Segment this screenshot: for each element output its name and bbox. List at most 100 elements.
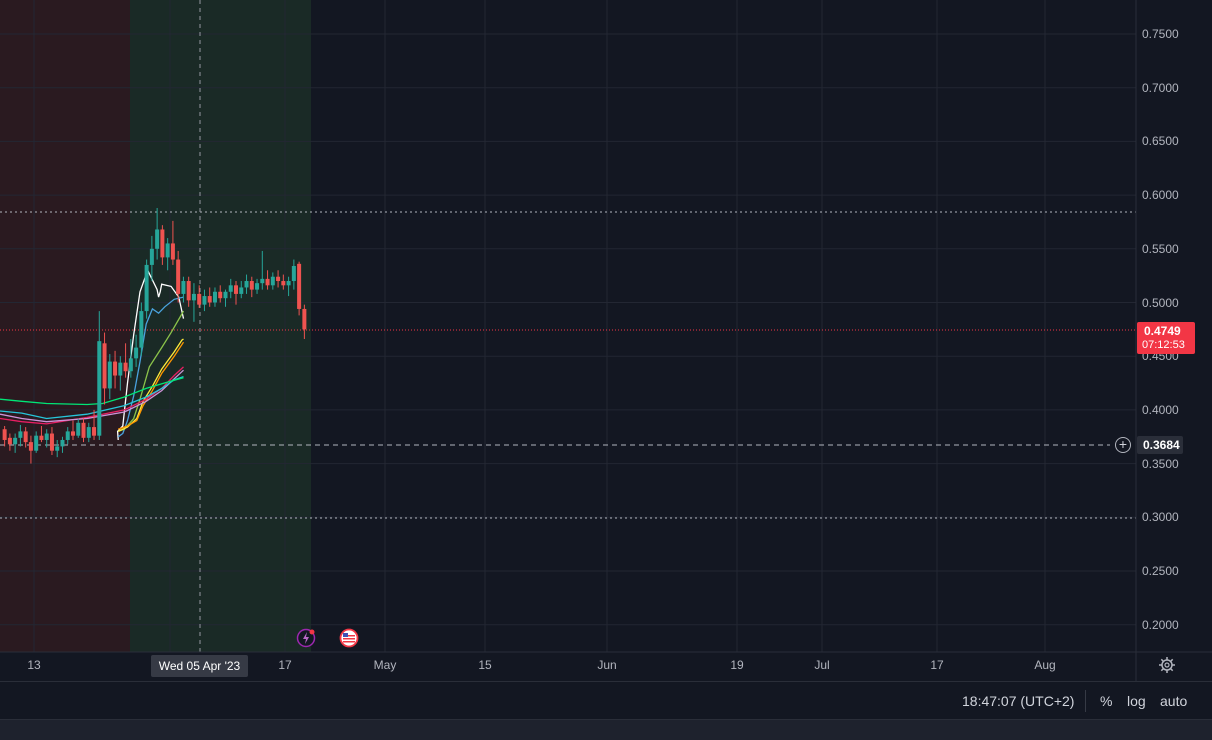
candle-body: [34, 435, 39, 451]
candle-body: [28, 442, 33, 451]
price-tick-label: 0.7500: [1142, 27, 1179, 41]
us-flag-icon[interactable]: [339, 628, 359, 648]
candle-body: [81, 422, 86, 438]
candle-body: [144, 264, 149, 312]
candle-body: [234, 285, 239, 294]
candle-body: [260, 278, 265, 284]
candle-body: [118, 362, 123, 376]
moving-average-line: [0, 375, 184, 420]
candle-body: [212, 291, 217, 303]
horizontal-line-price-label: 0.3684: [1137, 436, 1183, 454]
price-tick-label: 0.2500: [1142, 564, 1179, 578]
candle-body: [44, 433, 49, 440]
candle-body: [23, 431, 28, 443]
time-tick-label: Aug: [1034, 658, 1056, 672]
candle-body: [223, 291, 228, 299]
moving-average-line: [0, 377, 184, 406]
candle-body: [170, 243, 175, 260]
candle-body: [302, 308, 307, 330]
candle-body: [107, 361, 112, 389]
candle-body: [139, 311, 144, 348]
candle-body: [207, 296, 212, 303]
time-tick-label: Jun: [597, 658, 617, 672]
candle-body: [123, 362, 128, 372]
candle-body: [86, 427, 91, 438]
candle-body: [113, 361, 118, 376]
price-tick-label: 0.6000: [1142, 188, 1179, 203]
plus-circle-icon[interactable]: +: [1115, 437, 1131, 453]
time-tick-label: Jul: [814, 658, 830, 672]
auto-scale-toggle[interactable]: auto: [1160, 693, 1188, 709]
candle-body: [70, 431, 75, 436]
percent-scale-toggle[interactable]: %: [1100, 693, 1113, 709]
candle-body: [244, 281, 249, 288]
candle-body: [202, 296, 207, 305]
candle-body: [55, 446, 60, 451]
bearish-zone: [0, 0, 130, 652]
candle-body: [2, 429, 7, 440]
bullish-zone: [130, 0, 311, 652]
candle-body: [49, 433, 54, 451]
moving-averages: [0, 268, 185, 441]
last-price-value: 0.4749: [1144, 324, 1181, 338]
candle-body: [281, 281, 286, 286]
moving-average-line: [117, 296, 184, 438]
candle-body: [102, 343, 107, 389]
price-tick-label: 0.3000: [1142, 510, 1179, 525]
bottom-panel-edge: [0, 719, 1212, 740]
candle-body: [60, 439, 65, 447]
candle-body: [97, 341, 102, 436]
candle-body: [265, 278, 270, 286]
candle-body: [176, 259, 181, 294]
candles: [2, 207, 307, 464]
price-tick-label: 0.2000: [1142, 617, 1179, 632]
candle-body: [286, 281, 291, 286]
candle-body: [18, 431, 23, 438]
crosshair-date-label: Wed 05 Apr '23: [151, 655, 248, 677]
candle-body: [76, 422, 81, 436]
time-tick-label: 17: [278, 658, 292, 672]
candle-body: [160, 229, 165, 258]
log-scale-toggle[interactable]: log: [1127, 693, 1146, 709]
clock[interactable]: 18:47:07 (UTC+2): [962, 693, 1075, 709]
time-tick-label: 17: [930, 658, 944, 672]
candle-body: [218, 291, 223, 299]
price-tick-label: 0.6500: [1142, 134, 1179, 149]
divider: [1085, 690, 1086, 712]
price-tick-label: 0.5000: [1142, 295, 1179, 310]
candle-body: [149, 248, 154, 265]
candle-body: [228, 285, 233, 292]
candle-body: [92, 427, 97, 436]
bar-countdown: 07:12:53: [1142, 339, 1185, 351]
candle-body: [181, 281, 186, 294]
time-tick-label: 15: [478, 658, 492, 672]
candle-body: [239, 287, 244, 294]
time-tick-label: May: [373, 658, 397, 672]
lightning-icon[interactable]: [296, 628, 316, 648]
candle-body: [276, 276, 281, 282]
candle-body: [249, 281, 254, 290]
time-tick-label: 13: [27, 658, 41, 672]
candle-body: [255, 283, 260, 290]
candle-body: [197, 293, 202, 305]
price-tick-label: 0.3500: [1142, 456, 1179, 471]
chart-grid: [0, 0, 1136, 652]
candle-body: [155, 229, 160, 249]
candle-body: [134, 347, 139, 359]
candle-body: [13, 437, 18, 445]
price-chart[interactable]: [0, 0, 1212, 681]
candle-body: [291, 265, 296, 282]
price-tick-label: 0.5500: [1142, 241, 1179, 256]
candle-body: [297, 263, 302, 309]
candle-body: [186, 281, 191, 301]
candle-body: [65, 431, 70, 440]
status-bar: 18:47:07 (UTC+2) % log auto: [0, 681, 1212, 720]
candle-body: [191, 293, 196, 301]
price-tick-label: 0.4000: [1142, 402, 1179, 417]
candle-body: [7, 437, 12, 445]
price-tick-label: 0.7000: [1142, 80, 1179, 95]
candle-body: [39, 435, 44, 440]
candle-body: [165, 243, 170, 258]
last-price-badge: 0.4749 07:12:53: [1137, 322, 1195, 354]
gear-icon[interactable]: [1158, 656, 1176, 674]
